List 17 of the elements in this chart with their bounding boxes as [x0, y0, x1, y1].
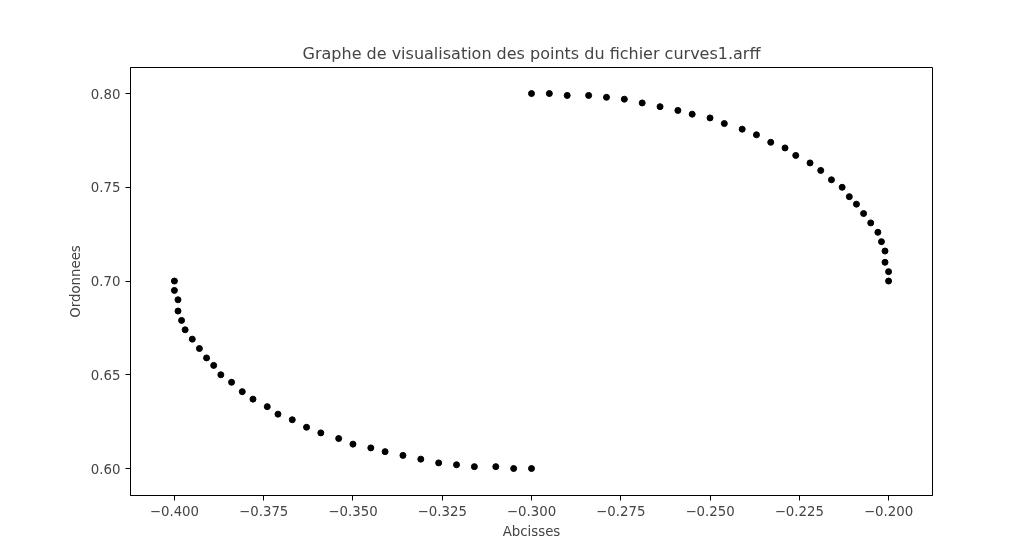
y-tick-label: 0.70 — [90, 274, 121, 290]
x-tick-label: −0.200 — [863, 503, 914, 519]
x-tick-label: −0.225 — [774, 503, 824, 519]
y-tick-label: 0.65 — [90, 367, 121, 383]
y-axis-title: Ordonnees — [67, 245, 83, 318]
x-tick-label: −0.325 — [417, 503, 467, 519]
chart-title: Graphe de visualisation des points du fichier curves1.arff — [302, 43, 762, 63]
y-tick-label: 0.75 — [90, 180, 121, 196]
x-tick-label: −0.275 — [596, 503, 646, 519]
x-tick-label: −0.250 — [685, 503, 735, 519]
x-tick-label: −0.400 — [149, 503, 200, 519]
x-tick-label: −0.350 — [328, 503, 378, 519]
y-tick-label: 0.60 — [90, 461, 121, 477]
x-tick-label: −0.300 — [506, 503, 557, 519]
y-tick-label: 0.80 — [90, 86, 121, 102]
x-axis-title: Abcisses — [502, 523, 561, 539]
x-tick-label: −0.375 — [239, 503, 289, 519]
